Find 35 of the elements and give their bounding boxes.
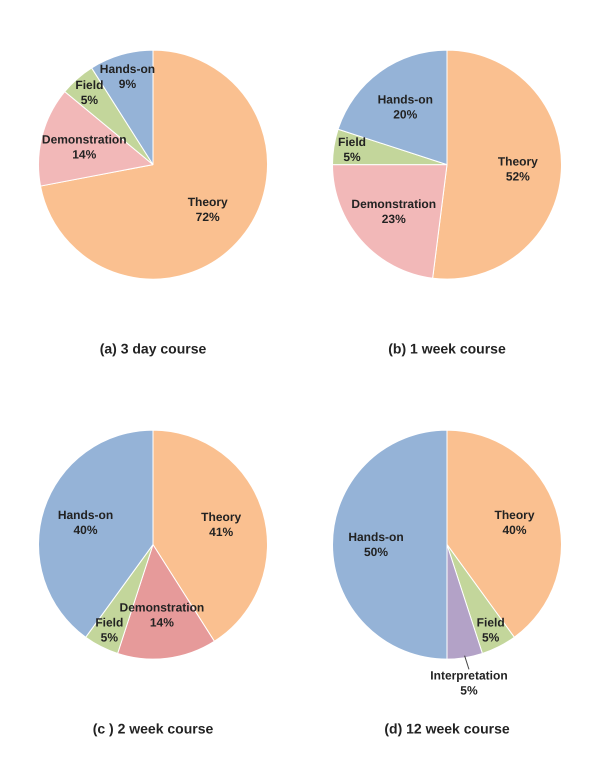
data-label: 14% — [72, 147, 97, 162]
slice-label: Hands-on — [58, 508, 114, 522]
slice-label: Hands-on — [378, 92, 433, 106]
slice-label: Theory — [498, 154, 538, 168]
data-label: 50% — [364, 544, 388, 559]
data-label: 5% — [343, 150, 362, 164]
text: (d) 12 week course — [384, 720, 510, 736]
slice-label: Interpretation — [430, 668, 508, 683]
slice-label: Demonstration — [120, 600, 204, 614]
data-label: 41% — [209, 525, 234, 540]
slice-label: Field — [95, 616, 124, 630]
data-label: 9% — [118, 76, 136, 91]
data-label: 5% — [80, 92, 98, 107]
slice-label: Theory — [201, 510, 242, 524]
data-label: 40% — [502, 522, 527, 537]
data-label: 52% — [506, 169, 530, 184]
text: (a) 3 day course — [100, 340, 207, 356]
slice-label: Demonstration — [42, 132, 127, 146]
data-label: 72% — [196, 210, 220, 224]
slice-label: Hands-on — [348, 530, 404, 544]
text: (b) 1 week course — [388, 340, 506, 356]
slice-label: Field — [75, 78, 104, 92]
data-label: 20% — [393, 107, 418, 122]
data-label: 23% — [382, 212, 406, 226]
slice-label: Demonstration — [351, 196, 436, 211]
text: (c ) 2 week course — [92, 720, 214, 736]
data-label: 5% — [482, 630, 500, 645]
data-label: 14% — [150, 615, 174, 630]
slice-label: Theory — [494, 508, 535, 522]
data-label: 5% — [100, 630, 118, 645]
data-label: 40% — [73, 522, 98, 537]
data-label: 5% — [460, 684, 478, 698]
slice-label: Theory — [188, 195, 228, 210]
slice-label: Field — [476, 616, 505, 630]
slice-label: Field — [338, 134, 366, 149]
